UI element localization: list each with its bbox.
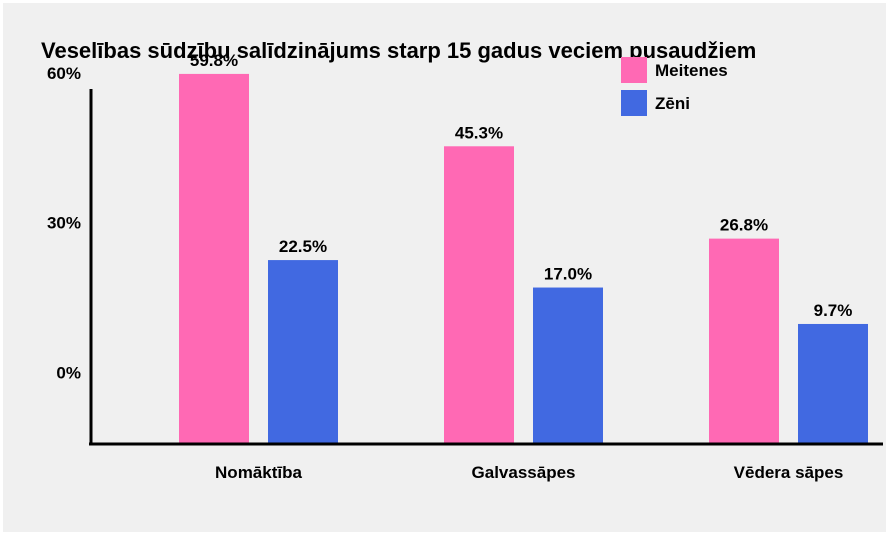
chart-title: Veselības sūdzību salīdzinājums starp 15… <box>41 38 756 63</box>
data-label: 22.5% <box>279 237 327 256</box>
bar <box>268 260 338 444</box>
data-label: 26.8% <box>720 216 768 235</box>
x-tick-label: Nomāktība <box>215 463 302 482</box>
y-tick-label: 60% <box>47 64 81 83</box>
x-tick-label: Vēdera sāpes <box>734 463 844 482</box>
legend-swatch <box>621 90 647 116</box>
bar <box>709 238 779 444</box>
bar <box>798 323 868 444</box>
data-label: 45.3% <box>455 123 503 142</box>
data-label: 17.0% <box>544 265 592 284</box>
x-tick-label: Galvassāpes <box>472 463 576 482</box>
legend: Meitenes Zēni <box>621 57 728 116</box>
legend-label: Meitenes <box>655 61 728 80</box>
data-labels: 59.8% 45.3% 26.8% 22.5% 17.0% 9.7% <box>190 51 852 320</box>
y-tick-label: 30% <box>47 214 81 233</box>
chart: Veselības sūdzību salīdzinājums starp 15… <box>41 38 883 482</box>
bar <box>444 146 514 444</box>
bar <box>179 73 249 445</box>
y-tick-label: 0% <box>56 363 81 382</box>
bars <box>179 73 868 445</box>
x-axis-labels: Nomāktība Galvassāpes Vēdera sāpes <box>215 463 843 482</box>
data-label: 59.8% <box>190 51 238 70</box>
legend-label: Zēni <box>655 94 690 113</box>
legend-swatch <box>621 57 647 83</box>
chart-frame: Veselības sūdzību salīdzinājums starp 15… <box>3 3 886 532</box>
bar <box>533 287 603 444</box>
data-label: 9.7% <box>814 301 853 320</box>
y-axis-ticks: 60% 30% 0% <box>47 64 81 382</box>
